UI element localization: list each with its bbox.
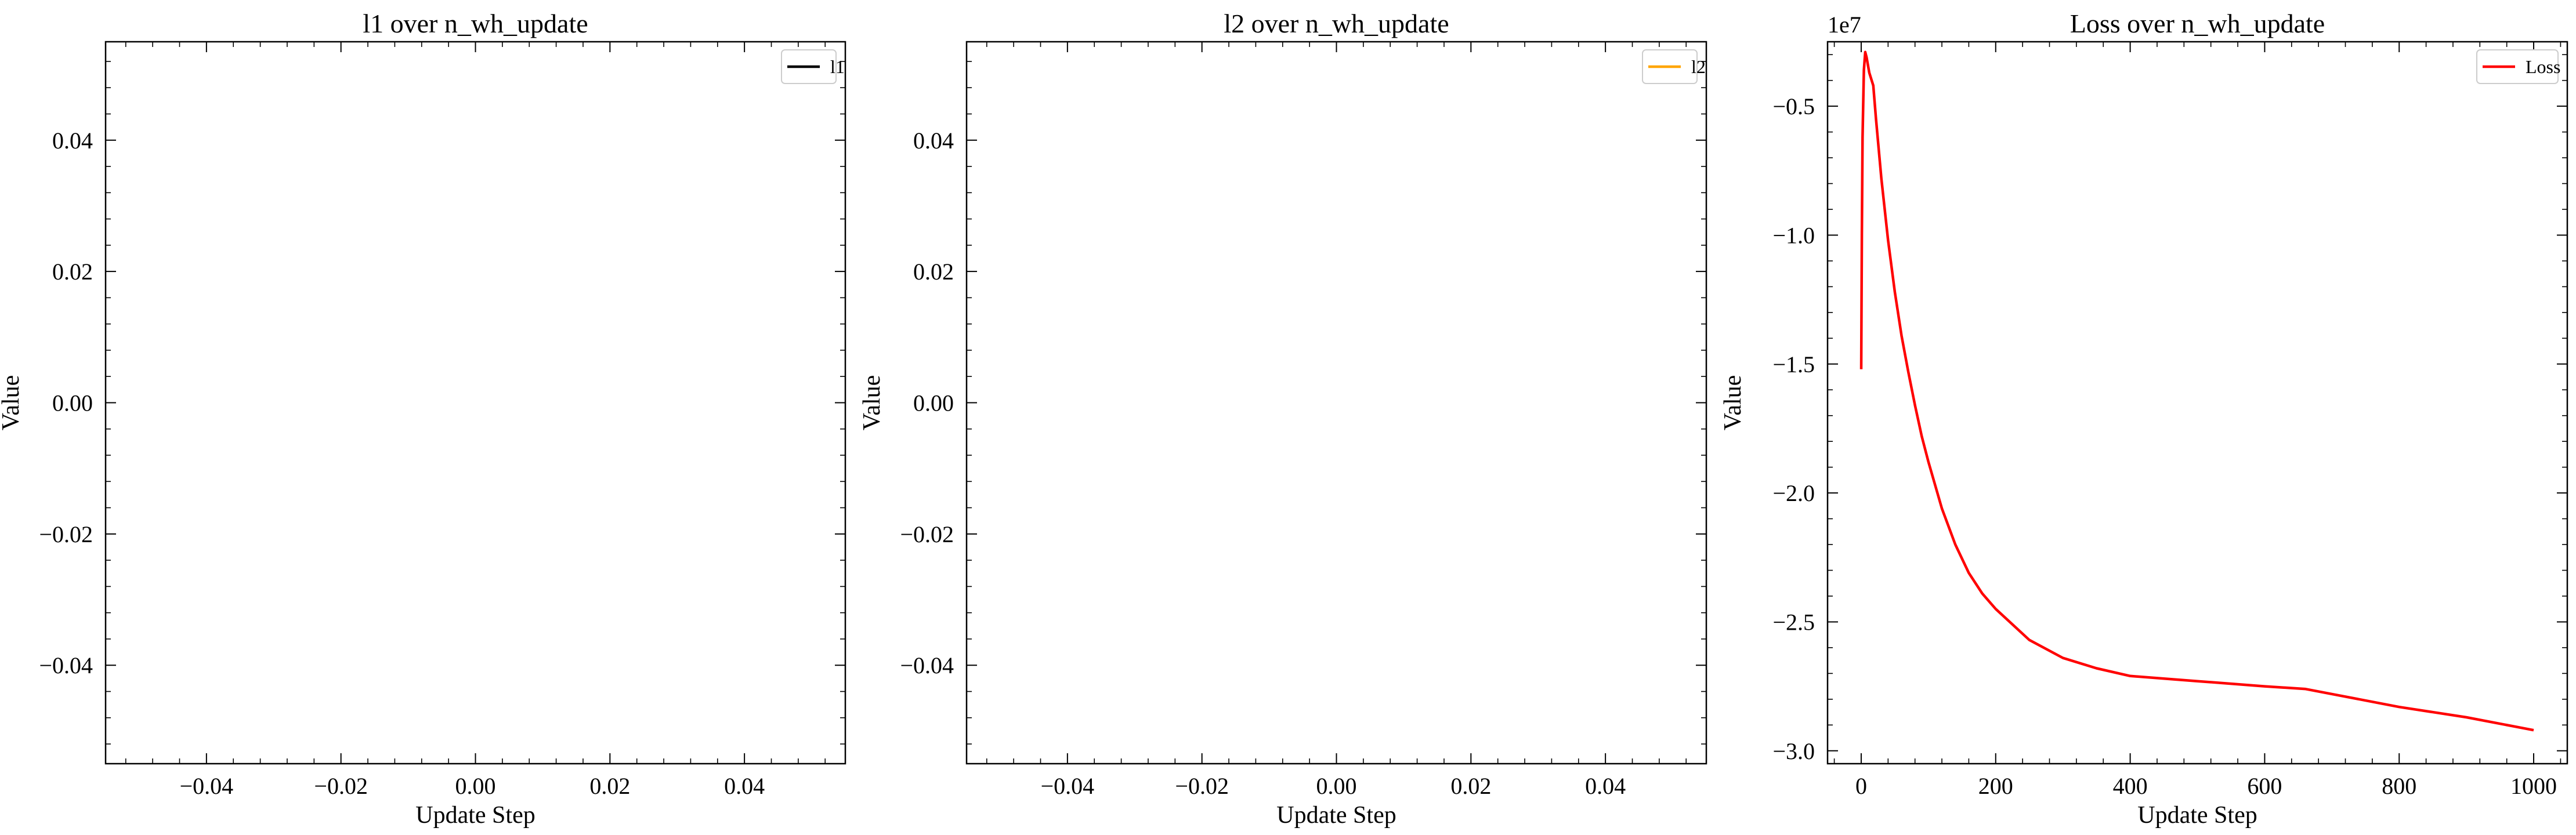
- x-tick-label: −0.02: [1175, 773, 1229, 799]
- x-tick-label: 0.00: [1316, 773, 1357, 799]
- y-tick-label: 0.02: [52, 259, 93, 285]
- y-tick-label: −0.02: [900, 521, 954, 547]
- y-offset-text: 1e7: [1828, 12, 1861, 38]
- legend: Loss: [2476, 49, 2560, 84]
- legend-label: l2: [1691, 56, 1706, 77]
- plot-area-frame: [104, 41, 846, 765]
- y-tick-label: −0.02: [39, 521, 93, 547]
- x-tick-label: 1000: [2510, 773, 2557, 799]
- x-tick-label: 0.00: [455, 773, 496, 799]
- y-axis-label: Value: [0, 375, 24, 431]
- chart-title: Loss over n_wh_update: [2070, 9, 2325, 38]
- x-axis-label: Update Step: [415, 802, 535, 829]
- x-tick-label: 0.02: [1450, 773, 1491, 799]
- plot-area-frame: [1826, 41, 2568, 765]
- x-tick-label: 0: [1855, 773, 1867, 799]
- y-tick-label: 0.04: [52, 128, 93, 154]
- plot-area-frame: [965, 41, 1707, 765]
- x-tick-label: 800: [2382, 773, 2416, 799]
- y-tick-label: −1.5: [1772, 351, 1815, 377]
- y-tick-label: 0.00: [913, 390, 954, 416]
- x-tick-label: −0.04: [180, 773, 234, 799]
- y-tick-label: −0.04: [900, 652, 954, 678]
- x-tick-label: −0.04: [1041, 773, 1095, 799]
- y-tick-label: −0.04: [39, 652, 93, 678]
- x-tick-label: 0.04: [1585, 773, 1626, 799]
- chart-title: l2 over n_wh_update: [1224, 9, 1449, 38]
- legend-label: l1: [830, 56, 845, 77]
- y-axis-label: Value: [1720, 375, 1746, 431]
- chart-title: l1 over n_wh_update: [363, 9, 588, 38]
- x-tick-label: −0.02: [314, 773, 368, 799]
- y-axis-label: Value: [859, 375, 885, 431]
- chart-panel-2: l2 over n_wh_update −0.04 −0.02 0.00 0.02 0.0…: [859, 9, 1707, 829]
- y-tick-label: 0.00: [52, 390, 93, 416]
- legend-label: Loss: [2526, 56, 2560, 77]
- y-tick-label: −1.0: [1772, 222, 1815, 248]
- legend-box: [2476, 49, 2559, 84]
- x-tick-label: 400: [2113, 773, 2148, 799]
- y-tick-label: −3.0: [1772, 738, 1815, 764]
- legend: l2: [1642, 49, 1706, 84]
- y-tick-label: −2.5: [1772, 609, 1815, 635]
- x-axis-label: Update Step: [2137, 802, 2257, 829]
- chart-panel-1: l1 over n_wh_update −0.04 −0.02 0.00 0.02 0.0…: [0, 9, 846, 829]
- legend: l1: [781, 49, 845, 84]
- y-tick-label: 0.02: [913, 259, 954, 285]
- chart-panel-3: Loss over n_wh_update 0 200 400 600 800 1000 −0…: [1720, 9, 2568, 829]
- series-line-loss: [1859, 50, 2534, 732]
- x-tick-label: 600: [2247, 773, 2282, 799]
- y-tick-label: −2.0: [1772, 480, 1815, 506]
- y-tick-label: −0.5: [1772, 93, 1815, 119]
- x-tick-label: 0.04: [724, 773, 765, 799]
- x-tick-label: 200: [1978, 773, 2013, 799]
- y-tick-label: 0.04: [913, 128, 954, 154]
- x-tick-label: 0.02: [589, 773, 630, 799]
- x-axis-label: Update Step: [1276, 802, 1396, 829]
